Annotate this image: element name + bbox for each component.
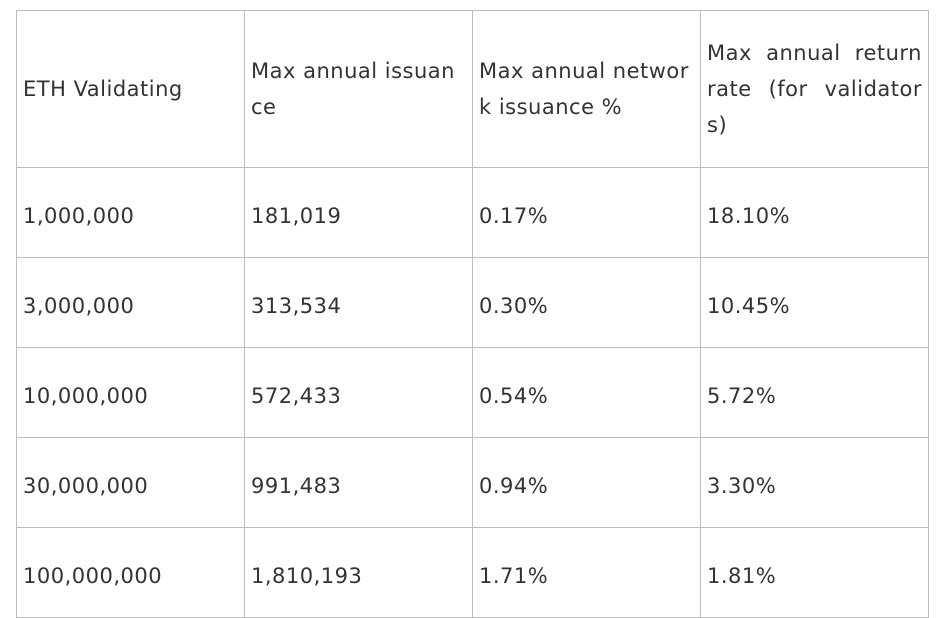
issuance-table: ETH Validating Max annual issuance Max a… — [16, 10, 929, 618]
cell-network-issuance-pct: 1.71% — [473, 528, 701, 618]
table-row: 100,000,000 1,810,193 1.71% 1.81% — [17, 528, 929, 618]
cell-return-rate: 5.72% — [701, 348, 929, 438]
cell-max-annual-issuance: 572,433 — [245, 348, 473, 438]
cell-max-annual-issuance: 181,019 — [245, 168, 473, 258]
cell-max-annual-issuance: 991,483 — [245, 438, 473, 528]
table-header-row: ETH Validating Max annual issuance Max a… — [17, 11, 929, 168]
cell-network-issuance-pct: 0.94% — [473, 438, 701, 528]
header-eth-validating: ETH Validating — [17, 11, 245, 168]
cell-eth-validating: 3,000,000 — [17, 258, 245, 348]
table-row: 10,000,000 572,433 0.54% 5.72% — [17, 348, 929, 438]
table-row: 30,000,000 991,483 0.94% 3.30% — [17, 438, 929, 528]
cell-eth-validating: 100,000,000 — [17, 528, 245, 618]
cell-return-rate: 1.81% — [701, 528, 929, 618]
cell-eth-validating: 1,000,000 — [17, 168, 245, 258]
table-row: 3,000,000 313,534 0.30% 10.45% — [17, 258, 929, 348]
cell-return-rate: 18.10% — [701, 168, 929, 258]
cell-eth-validating: 30,000,000 — [17, 438, 245, 528]
cell-max-annual-issuance: 313,534 — [245, 258, 473, 348]
cell-network-issuance-pct: 0.17% — [473, 168, 701, 258]
cell-eth-validating: 10,000,000 — [17, 348, 245, 438]
header-max-annual-return-rate: Max annual return rate (for validators) — [701, 11, 929, 168]
cell-return-rate: 3.30% — [701, 438, 929, 528]
cell-network-issuance-pct: 0.30% — [473, 258, 701, 348]
header-max-annual-issuance: Max annual issuance — [245, 11, 473, 168]
table-row: 1,000,000 181,019 0.17% 18.10% — [17, 168, 929, 258]
cell-network-issuance-pct: 0.54% — [473, 348, 701, 438]
cell-return-rate: 10.45% — [701, 258, 929, 348]
cell-max-annual-issuance: 1,810,193 — [245, 528, 473, 618]
header-max-annual-network-issuance-pct: Max annual network issuance % — [473, 11, 701, 168]
